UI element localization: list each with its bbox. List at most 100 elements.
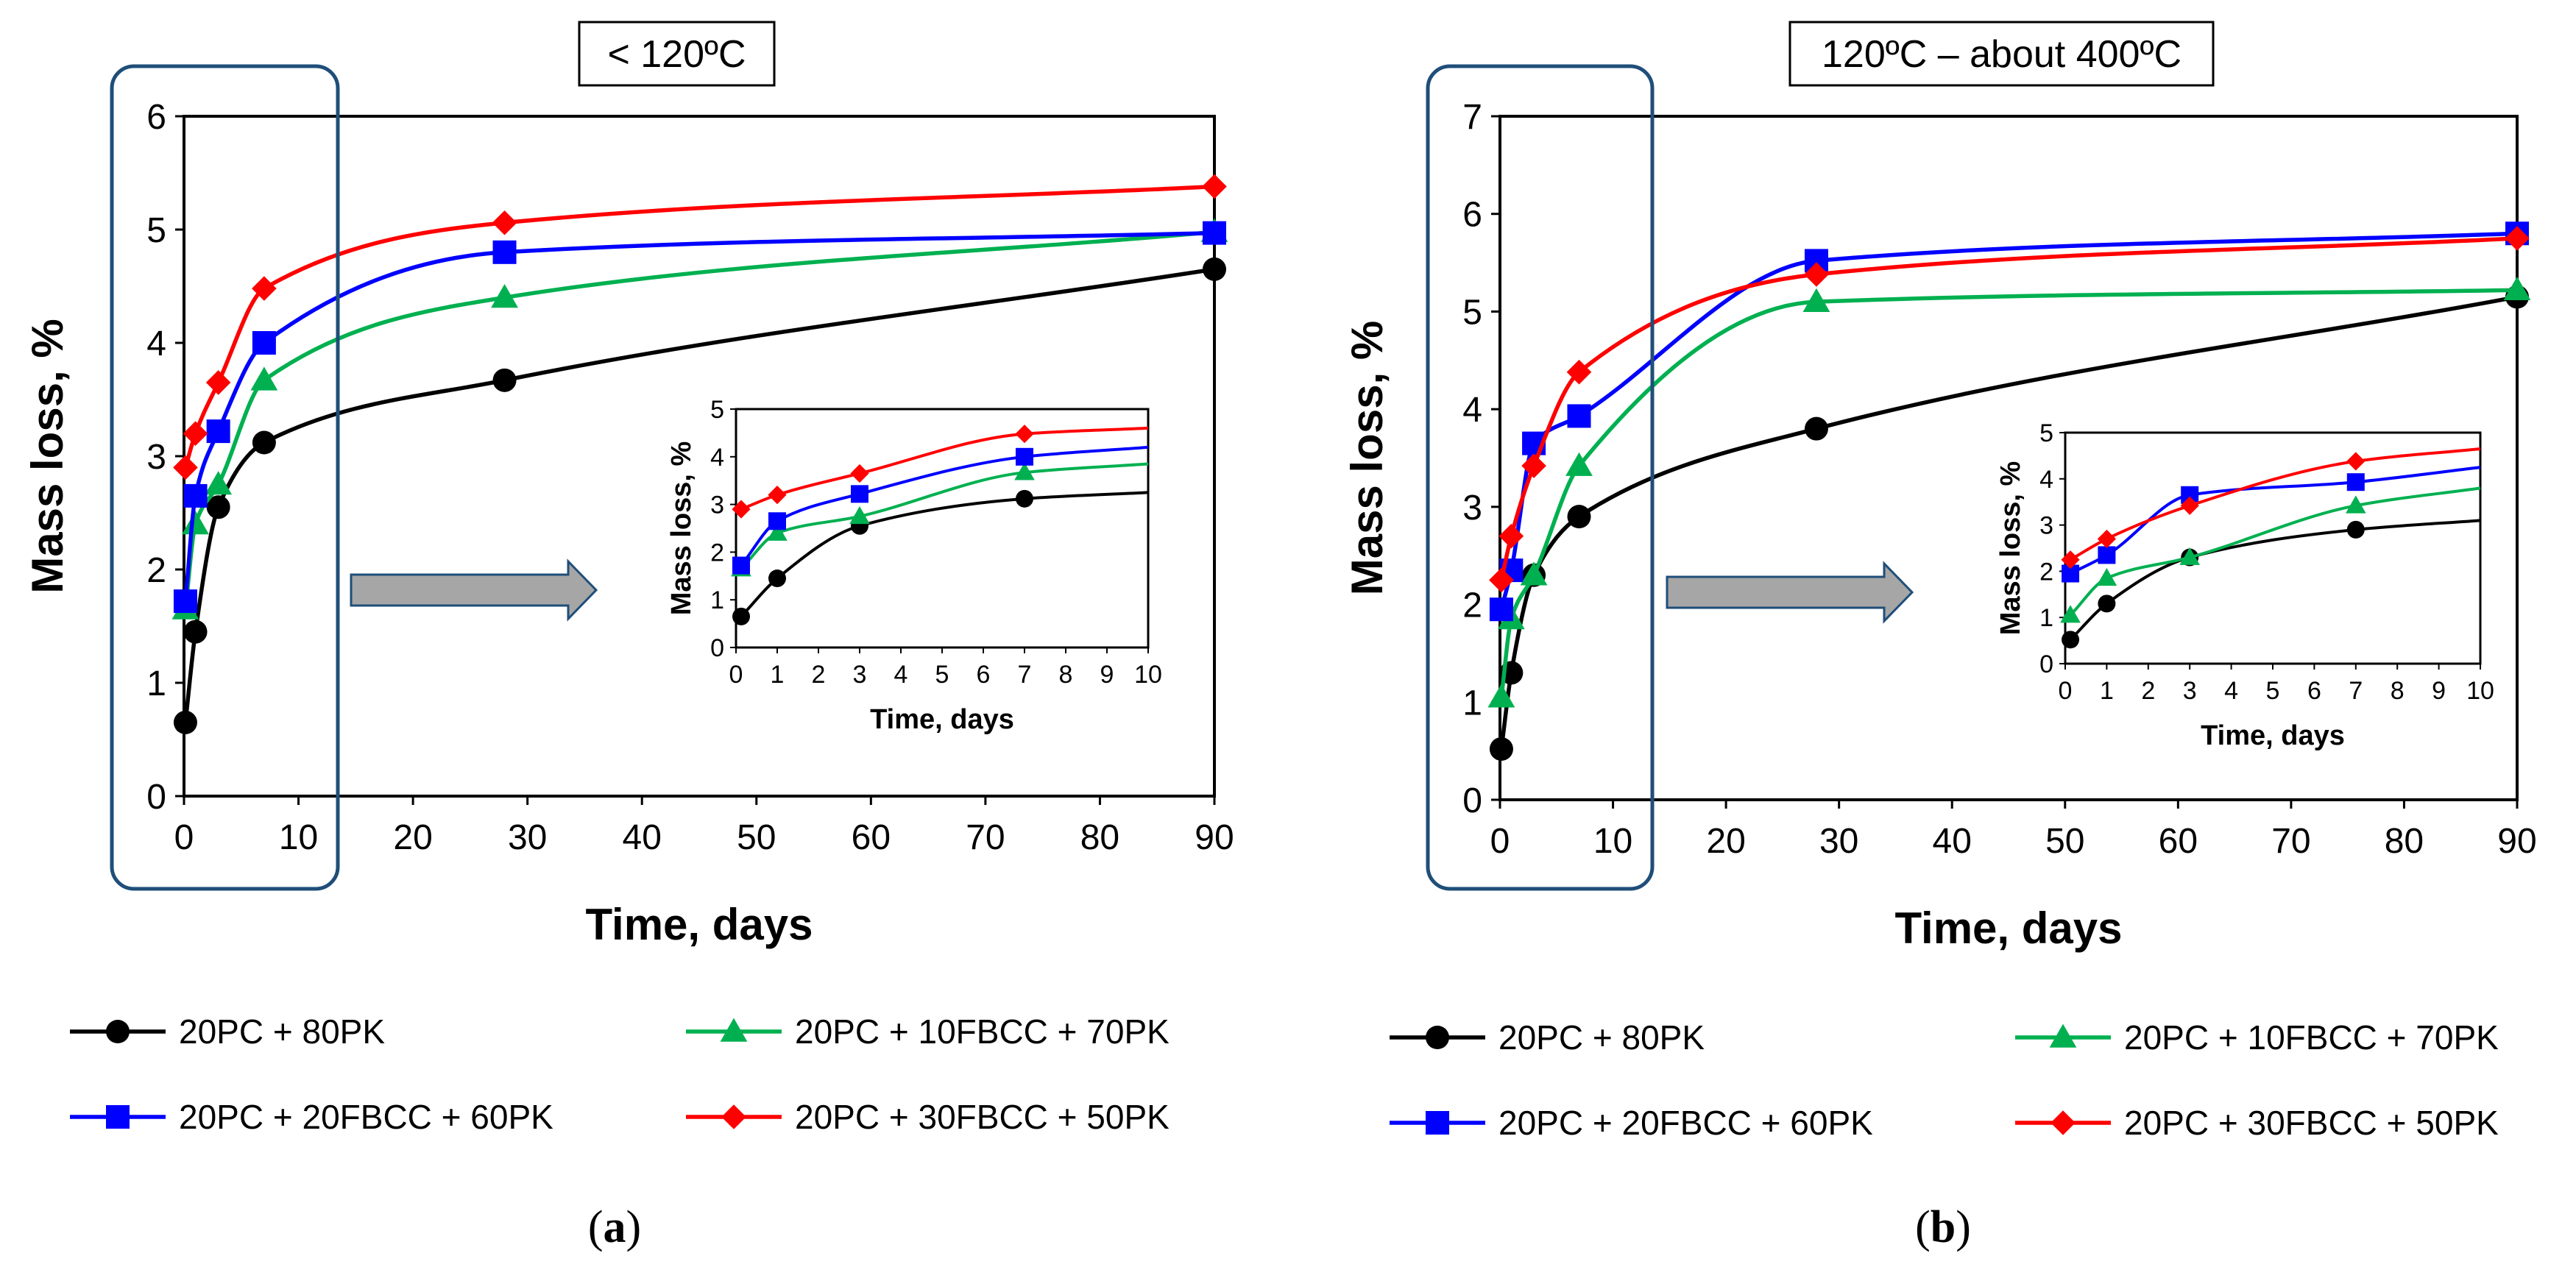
data-point-marker — [1802, 288, 1830, 312]
data-point-marker — [183, 620, 208, 644]
inset-data-point-marker — [851, 485, 868, 503]
data-point-marker — [1489, 597, 1513, 622]
data-point-marker — [205, 471, 233, 495]
inset-y-tick-label: 3 — [710, 491, 724, 519]
data-point-marker — [173, 589, 197, 614]
y-tick-label: 4 — [1462, 391, 1482, 430]
x-tick-label: 20 — [1706, 822, 1745, 861]
legend-item-20pc-10fbcc-70pk: 20PC + 10FBCC + 70PK — [2015, 1018, 2499, 1057]
legend-label: 20PC + 80PK — [179, 1012, 385, 1051]
legend-label: 20PC + 20FBCC + 60PK — [179, 1098, 553, 1136]
inset-x-tick-label: 2 — [812, 661, 826, 689]
inset-data-point-marker — [1015, 425, 1034, 444]
highlight-box — [110, 64, 340, 891]
data-point-marker — [1566, 359, 1592, 385]
y-tick-label: 5 — [146, 211, 166, 250]
inset-x-tick-label: 10 — [2466, 677, 2494, 705]
inset-x-tick-label: 1 — [771, 661, 785, 689]
inset-y-tick-label: 4 — [710, 444, 724, 472]
data-point-marker — [1203, 221, 1226, 245]
data-point-marker — [206, 419, 230, 444]
inset-series-20pc-20fbcc-60pk — [732, 445, 1149, 575]
x-tick-label: 10 — [1593, 822, 1632, 861]
inset-data-point-marker — [2096, 568, 2117, 586]
data-point-marker — [2505, 226, 2530, 251]
y-tick-label: 0 — [1462, 781, 1482, 820]
inset-y-tick-label: 2 — [710, 539, 724, 567]
y-tick-label: 7 — [1462, 98, 1482, 137]
legend-item-20pc-80pk: 20PC + 80PK — [1390, 1018, 1705, 1057]
inset-x-tick-label: 6 — [2307, 677, 2321, 705]
inset-y-tick-label: 1 — [2039, 604, 2053, 632]
inset-y-tick-label: 5 — [2039, 419, 2053, 447]
inset-y-tick-label: 2 — [2039, 558, 2053, 586]
data-point-marker — [250, 366, 278, 391]
inset-x-tick-label: 9 — [2432, 677, 2446, 705]
legend-label: 20PC + 20FBCC + 60PK — [1498, 1104, 1873, 1142]
zoom-arrow — [350, 558, 598, 622]
data-point-marker — [252, 276, 277, 301]
legend-marker — [1426, 1026, 1449, 1049]
inset-x-tick-label: 8 — [2391, 677, 2405, 705]
inset-data-point-marker — [2061, 550, 2080, 569]
x-tick-label: 0 — [1490, 822, 1510, 861]
panel-label-close: ) — [1956, 1202, 1971, 1252]
inset-data-point-marker — [1014, 462, 1035, 480]
x-tick-label: 60 — [852, 818, 891, 857]
inset-data-point-marker — [2097, 529, 2116, 549]
inset-x-axis-title: Time, days — [2201, 720, 2345, 751]
x-tick-label: 80 — [2385, 822, 2424, 861]
inset-data-point-marker — [2098, 546, 2116, 564]
inset-series-20pc-30fbcc-50pk — [2061, 447, 2481, 569]
legend-item-20pc-10fbcc-70pk: 20PC + 10FBCC + 70PK — [686, 1012, 1170, 1051]
inset-x-tick-label: 4 — [894, 661, 908, 689]
x-tick-label: 40 — [623, 818, 662, 857]
inset-data-point-marker — [2180, 496, 2199, 515]
x-tick-label: 90 — [1195, 818, 1234, 857]
y-tick-label: 1 — [1462, 684, 1482, 723]
legend-marker — [1426, 1111, 1449, 1135]
data-point-marker — [1804, 262, 1829, 287]
data-point-marker — [492, 368, 517, 392]
y-axis-title: Mass loss, % — [1342, 321, 1392, 596]
panel-label-open: ( — [1915, 1202, 1931, 1252]
legend-item-20pc-30fbcc-50pk: 20PC + 30FBCC + 50PK — [686, 1098, 1170, 1136]
legend-label: 20PC + 30FBCC + 50PK — [795, 1098, 1170, 1136]
data-point-marker — [252, 331, 276, 355]
data-point-marker — [173, 710, 197, 734]
series-line — [1499, 288, 2518, 698]
data-point-marker — [1489, 737, 1513, 761]
legend-item-20pc-20fbcc-60pk: 20PC + 20FBCC + 60PK — [70, 1098, 553, 1136]
panel-title-box — [1788, 21, 2215, 87]
inset-data-point-marker — [2346, 452, 2366, 471]
inset-x-tick-label: 2 — [2141, 677, 2155, 705]
y-tick-label: 1 — [146, 664, 166, 703]
inset-data-point-marker — [2098, 595, 2116, 613]
x-tick-label: 10 — [279, 818, 318, 857]
inset-series-20pc-20fbcc-60pk — [2062, 466, 2481, 583]
data-point-marker — [2503, 276, 2531, 301]
series-line — [1499, 294, 2518, 750]
inset-data-point-marker — [732, 556, 750, 575]
panel-label: (a) — [588, 1202, 641, 1252]
inset-data-point-marker — [768, 486, 787, 505]
inset-x-tick-label: 9 — [1100, 661, 1114, 689]
inset-data-point-marker — [768, 569, 786, 588]
inset-data-point-marker — [2346, 520, 2365, 539]
inset-y-tick-label: 3 — [2039, 512, 2053, 540]
inset-data-point-marker — [732, 607, 750, 625]
inset-y-tick-label: 1 — [710, 586, 724, 614]
x-tick-label: 50 — [2045, 822, 2084, 861]
series-20pc-20fbcc-60pk — [1489, 221, 2529, 622]
inset-y-tick-label: 0 — [710, 634, 724, 662]
y-tick-label: 5 — [1462, 293, 1482, 332]
legend-label: 20PC + 10FBCC + 70PK — [795, 1012, 1170, 1051]
data-point-marker — [1498, 523, 1524, 549]
series-line — [183, 230, 1215, 610]
data-point-marker — [182, 511, 209, 535]
inset-data-point-marker — [849, 506, 870, 525]
x-tick-label: 60 — [2159, 822, 2198, 861]
